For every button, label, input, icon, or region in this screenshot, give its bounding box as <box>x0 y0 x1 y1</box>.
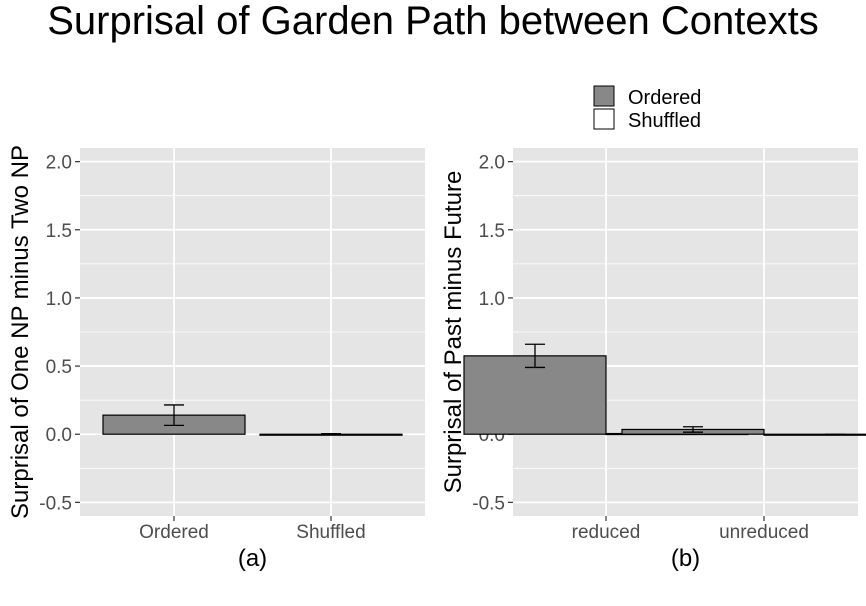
y-tick-label: 1.5 <box>46 221 72 242</box>
x-tick-label: unreduced <box>719 522 809 543</box>
bar-shuffled-unreduced <box>763 433 866 436</box>
legend: Ordered Shuffled <box>593 85 701 132</box>
legend-swatch-ordered <box>593 85 615 107</box>
y-tick-label: 2.0 <box>46 153 72 174</box>
bar-ordered-reduced <box>463 355 607 435</box>
y-tick-label: 0.5 <box>46 357 72 378</box>
panel-label: (b) <box>671 545 700 572</box>
y-tick-label: 1.0 <box>479 289 505 310</box>
y-tick-label: -0.5 <box>472 493 505 514</box>
chart-title: Surprisal of Garden Path between Context… <box>47 0 819 43</box>
y-tick-label: 1.5 <box>479 221 505 242</box>
y-axis-label: Surprisal of Past minus Future <box>440 171 467 494</box>
y-tick-label: 0.0 <box>46 425 72 446</box>
x-tick-label: reduced <box>572 522 641 543</box>
panel-a: -0.5 0.0 0.5 1.0 1.5 2.0 Ordered Shuffled Surpri… <box>7 145 425 572</box>
legend-swatch-shuffled <box>593 108 615 130</box>
panel-label: (a) <box>238 545 267 572</box>
panel-b: -0.50.00.51.01.52.0reducedunreducedSurpr… <box>440 148 866 572</box>
x-tick-label: Ordered <box>139 522 209 543</box>
y-tick-label: 1.0 <box>46 289 72 310</box>
y-tick-label: -0.5 <box>39 493 72 514</box>
legend-label-ordered: Ordered <box>628 87 701 109</box>
x-tick-label: Shuffled <box>296 522 365 543</box>
legend-label-shuffled: Shuffled <box>628 110 701 132</box>
y-axis-label: Surprisal of One NP minus Two NP <box>7 145 34 519</box>
y-tick-label: 2.0 <box>479 153 505 174</box>
